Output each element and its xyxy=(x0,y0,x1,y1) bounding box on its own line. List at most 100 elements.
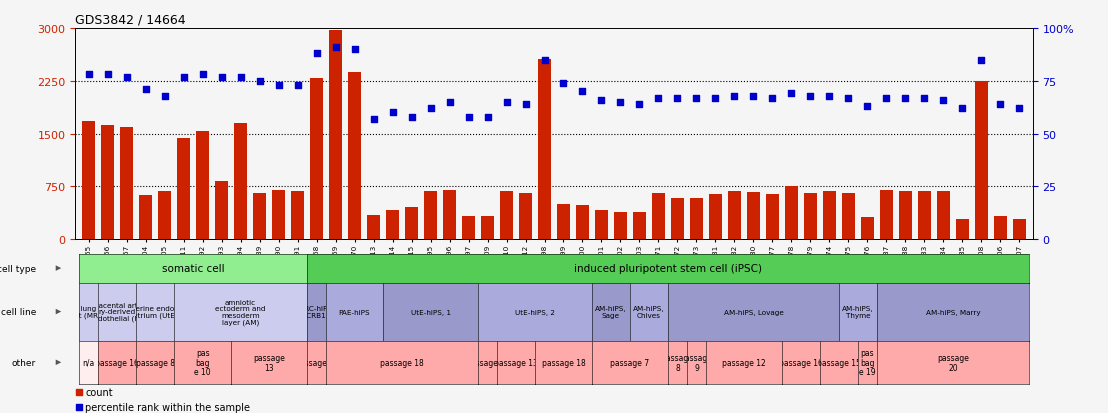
Bar xyxy=(975,82,987,240)
Text: AM-hiPS,
Chives: AM-hiPS, Chives xyxy=(633,306,665,318)
Bar xyxy=(767,195,779,240)
Bar xyxy=(273,190,285,240)
Bar xyxy=(842,193,854,240)
Point xyxy=(70,389,88,396)
Bar xyxy=(595,210,607,240)
Text: induced pluripotent stem cell (iPSC): induced pluripotent stem cell (iPSC) xyxy=(574,263,762,273)
Text: UtE-hiPS, 2: UtE-hiPS, 2 xyxy=(515,309,555,315)
Bar xyxy=(994,216,1006,240)
Point xyxy=(915,95,933,102)
Point xyxy=(688,95,706,102)
Bar xyxy=(177,139,189,240)
Bar xyxy=(728,192,740,240)
Text: fetal lung fibro
blast (MRC-5): fetal lung fibro blast (MRC-5) xyxy=(62,305,115,318)
Text: percentile rank within the sample: percentile rank within the sample xyxy=(85,402,250,412)
Bar xyxy=(348,73,361,240)
Point xyxy=(289,83,307,89)
Point xyxy=(516,102,534,108)
Point xyxy=(365,116,382,123)
Point xyxy=(574,89,592,95)
Bar xyxy=(481,216,494,240)
Point xyxy=(194,72,212,78)
Bar xyxy=(196,131,208,240)
Bar xyxy=(291,192,304,240)
Bar xyxy=(823,192,835,240)
Text: passage 7: passage 7 xyxy=(611,358,649,367)
Bar xyxy=(329,31,341,240)
Bar xyxy=(462,216,474,240)
Bar xyxy=(634,212,646,240)
Bar xyxy=(861,217,873,240)
Point xyxy=(840,95,858,102)
Bar xyxy=(368,216,380,240)
Text: UtE-hiPS, 1: UtE-hiPS, 1 xyxy=(411,309,451,315)
Text: cell line: cell line xyxy=(1,307,37,316)
Point xyxy=(954,106,972,112)
Bar xyxy=(880,190,893,240)
Text: cell type: cell type xyxy=(0,264,37,273)
Bar xyxy=(557,204,570,240)
Text: passage
9: passage 9 xyxy=(680,353,712,372)
Bar xyxy=(804,193,817,240)
Bar xyxy=(443,190,455,240)
Bar xyxy=(956,220,968,240)
Bar xyxy=(786,187,798,240)
Point xyxy=(441,99,459,106)
Bar xyxy=(215,182,228,240)
Point xyxy=(213,74,230,81)
Point xyxy=(630,102,648,108)
Text: passage 22: passage 22 xyxy=(295,358,338,367)
Point xyxy=(460,114,478,121)
Point xyxy=(992,102,1009,108)
Text: n/a: n/a xyxy=(82,358,95,367)
Point xyxy=(346,47,363,53)
Text: AM-hiPS,
Thyme: AM-hiPS, Thyme xyxy=(842,306,874,318)
Text: PAE-hiPS: PAE-hiPS xyxy=(339,309,370,315)
Bar xyxy=(1013,220,1026,240)
Bar xyxy=(653,193,665,240)
Point xyxy=(782,91,800,97)
Text: pas
bag
e 19: pas bag e 19 xyxy=(859,348,875,377)
Point xyxy=(99,72,116,78)
Point xyxy=(973,57,991,64)
Point xyxy=(707,95,725,102)
Text: amniotic
ectoderm and
mesoderm
layer (AM): amniotic ectoderm and mesoderm layer (AM… xyxy=(215,299,266,325)
Text: placental arte
ry-derived
endothelial (PA): placental arte ry-derived endothelial (P… xyxy=(89,302,145,322)
Bar xyxy=(82,121,95,240)
Text: passage
13: passage 13 xyxy=(253,353,285,372)
Text: count: count xyxy=(85,387,113,397)
Point xyxy=(763,95,781,102)
Point xyxy=(269,83,287,89)
Bar xyxy=(406,208,418,240)
Point xyxy=(250,78,268,85)
Point xyxy=(422,106,440,112)
Bar xyxy=(614,212,627,240)
Point xyxy=(156,93,174,100)
Text: GDS3842 / 14664: GDS3842 / 14664 xyxy=(75,13,186,26)
Point xyxy=(668,95,686,102)
Text: AM-hiPS,
Sage: AM-hiPS, Sage xyxy=(595,306,627,318)
Bar xyxy=(424,192,437,240)
Point xyxy=(555,81,573,87)
Bar xyxy=(690,198,702,240)
Text: AM-hiPS, Marry: AM-hiPS, Marry xyxy=(925,309,981,315)
Point xyxy=(934,97,952,104)
Text: passage 15: passage 15 xyxy=(817,358,861,367)
Point xyxy=(383,110,401,116)
Text: passage
20: passage 20 xyxy=(937,353,968,372)
Point xyxy=(612,99,629,106)
Point xyxy=(117,74,135,81)
Bar xyxy=(102,126,114,240)
Bar xyxy=(538,60,551,240)
Text: passage 16: passage 16 xyxy=(779,358,823,367)
Point xyxy=(649,95,667,102)
Point xyxy=(497,99,515,106)
Text: passage
8: passage 8 xyxy=(661,353,694,372)
Point xyxy=(327,45,345,51)
Bar xyxy=(671,198,684,240)
Text: passage 18: passage 18 xyxy=(542,358,585,367)
Point xyxy=(593,97,611,104)
Point xyxy=(878,95,895,102)
Text: uterine endom
etrium (UtE): uterine endom etrium (UtE) xyxy=(129,305,182,318)
Text: passage 8: passage 8 xyxy=(135,358,175,367)
